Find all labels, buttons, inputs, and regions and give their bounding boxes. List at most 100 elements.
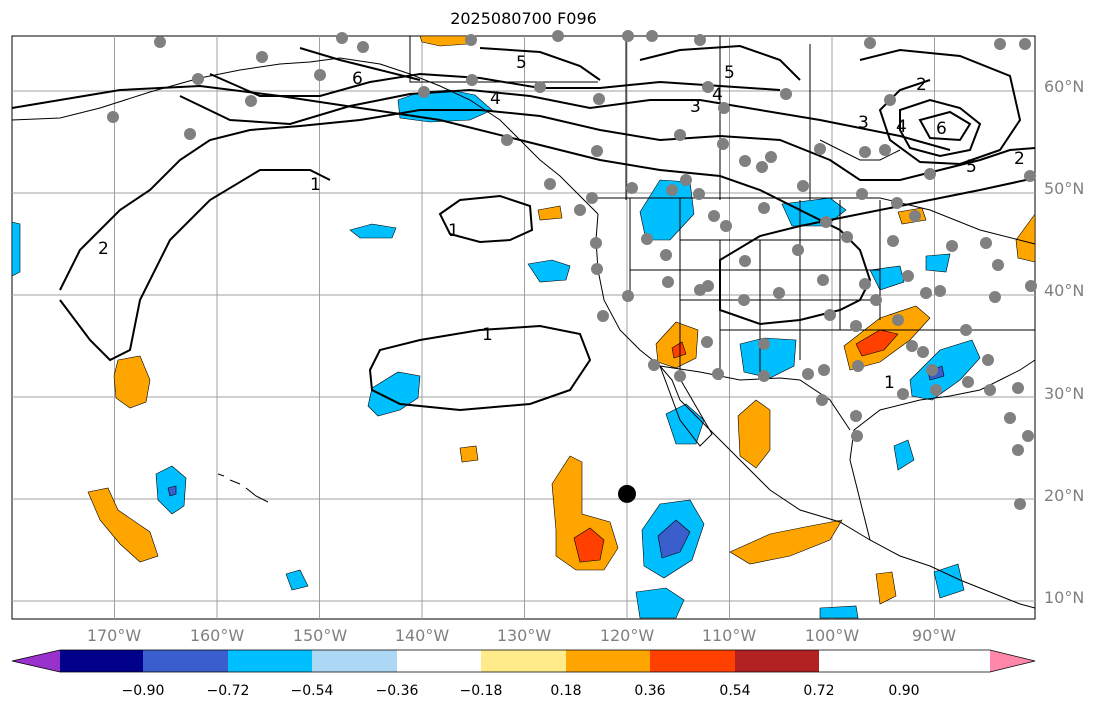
colorbar-tick-label: −0.36 xyxy=(375,683,419,699)
station-dot xyxy=(756,161,768,173)
station-dot xyxy=(946,240,958,252)
coast-west-us xyxy=(595,213,1036,609)
colorbar-tick-label: 0.54 xyxy=(719,683,751,699)
station-dot xyxy=(739,155,751,167)
station-dot xyxy=(702,81,714,93)
station-dot xyxy=(859,278,871,290)
station-dot xyxy=(817,274,829,286)
station-dot xyxy=(897,388,909,400)
border-us-canada xyxy=(598,197,1036,245)
shade-blue-midwest xyxy=(869,265,905,291)
station-dot xyxy=(591,263,603,275)
station-dot xyxy=(660,249,672,261)
station-dot xyxy=(984,384,996,396)
station-dot xyxy=(994,38,1006,50)
station-dot xyxy=(666,184,678,196)
station-dot xyxy=(418,86,430,98)
colorbar-tick-label: 0.72 xyxy=(803,683,835,699)
contour-label: 2 xyxy=(1014,149,1025,169)
station-dot xyxy=(773,287,785,299)
station-dot xyxy=(357,41,369,53)
station-dot xyxy=(739,255,751,267)
colorbar-tick-label: −0.18 xyxy=(459,683,503,699)
station-dot xyxy=(859,146,871,158)
lon-label: 160°W xyxy=(189,626,245,645)
lon-label: 100°W xyxy=(804,626,860,645)
colorbar-tick-label: 0.36 xyxy=(634,683,666,699)
contour-label: 1 xyxy=(310,175,321,195)
coast-gulf xyxy=(849,359,1036,541)
station-dot xyxy=(1019,38,1031,50)
coast-hudson xyxy=(819,139,901,161)
station-dot xyxy=(641,233,653,245)
station-dot xyxy=(920,287,932,299)
station-dot xyxy=(674,129,686,141)
colorbar-segment xyxy=(143,650,228,672)
station-dot xyxy=(107,111,119,123)
shade-blue-tropic2 xyxy=(635,587,685,619)
station-dot xyxy=(818,364,830,376)
station-dot xyxy=(1025,280,1037,292)
shade-orange-c-am xyxy=(875,571,897,605)
station-dot xyxy=(924,168,936,180)
lat-label: 20°N xyxy=(1044,486,1085,505)
station-dot xyxy=(720,220,732,232)
shade-navy-tropic xyxy=(657,519,691,559)
station-dot xyxy=(814,143,826,155)
contour-label: 1 xyxy=(482,325,493,345)
station-dot xyxy=(850,320,862,332)
contour-1-pacific xyxy=(59,169,592,412)
shade-blue-ne xyxy=(925,253,951,273)
contour-4 xyxy=(209,48,1022,166)
station-dot xyxy=(820,216,832,228)
station-dot xyxy=(718,102,730,114)
station-dot xyxy=(465,34,477,46)
colorbar-extend-max xyxy=(990,650,1035,672)
station-dot xyxy=(758,338,770,350)
contour-label: 4 xyxy=(490,89,501,109)
station-dot xyxy=(626,182,638,194)
station-dot xyxy=(593,93,605,105)
station-dot xyxy=(501,134,513,146)
colorbar-segment xyxy=(60,650,143,672)
station-dot xyxy=(852,360,864,372)
contour-5 xyxy=(479,44,982,158)
coast-alaska xyxy=(11,57,599,215)
station-dot xyxy=(314,69,326,81)
station-dot xyxy=(902,270,914,282)
station-dot xyxy=(960,324,972,336)
colorbar-tick-label: −0.72 xyxy=(206,683,250,699)
shade-orange-hawaii xyxy=(87,487,159,563)
position-marker xyxy=(618,484,636,503)
colorbar-extend-min xyxy=(12,650,60,672)
coast-baja xyxy=(659,365,713,447)
contour-1-closed xyxy=(438,194,534,244)
station-dot xyxy=(590,237,602,249)
lon-label: 140°W xyxy=(394,626,450,645)
shade-orange-small xyxy=(537,205,563,221)
colorbar-outline xyxy=(11,649,1036,673)
shade-blue-far xyxy=(819,605,859,619)
colorbar-segment xyxy=(650,650,735,672)
contour-labels: 5 5 4 4 3 6 2 3 4 6 5 2 1 2 1 1 1 xyxy=(98,53,1025,393)
lat-label: 10°N xyxy=(1044,588,1085,607)
station-dot xyxy=(1022,430,1034,442)
station-dot xyxy=(1024,170,1036,182)
station-dot xyxy=(586,192,598,204)
shade-orange-small2 xyxy=(459,445,479,463)
colorbar-segment xyxy=(228,650,312,672)
station-dot xyxy=(1012,444,1024,456)
colorbar-tick-label: 0.18 xyxy=(550,683,582,699)
station-dot xyxy=(662,276,674,288)
shade-red-splains xyxy=(855,329,899,357)
colorbar-tick-label: −0.54 xyxy=(290,683,334,699)
station-dot xyxy=(802,368,814,380)
station-dot xyxy=(702,280,714,292)
lon-label: 130°W xyxy=(496,626,552,645)
colorbar-tick-label: −0.90 xyxy=(121,683,165,699)
station-dot xyxy=(680,174,692,186)
contour-label: 5 xyxy=(724,63,735,83)
station-dot xyxy=(1004,412,1016,424)
station-dot xyxy=(906,340,918,352)
